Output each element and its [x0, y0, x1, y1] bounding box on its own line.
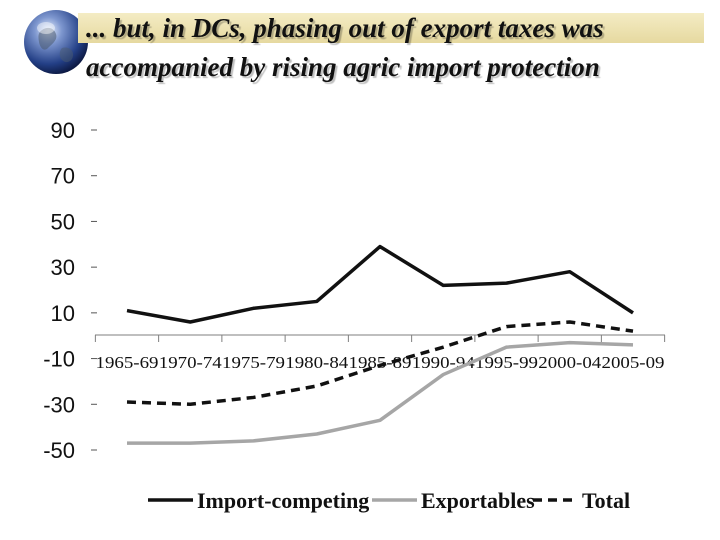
y-tick-label: 10	[51, 301, 75, 326]
legend-label-total: Total	[582, 488, 630, 513]
legend-label-import-competing: Import-competing	[197, 488, 369, 513]
title-highlight-band	[78, 13, 704, 43]
y-tick-label: 50	[51, 209, 75, 234]
series-line-import-competing	[126, 244, 634, 324]
y-tick-label: 30	[51, 255, 75, 280]
y-tick-label: -30	[43, 392, 75, 417]
legend-label-exportables: Exportables	[421, 488, 535, 513]
y-tick-label: 70	[51, 164, 75, 189]
x-tick-label: 1980-84	[285, 353, 349, 372]
slide-title-line-1: ... but, in DCs, phasing out of export t…	[86, 13, 604, 43]
series-layer	[126, 244, 634, 445]
x-axis: 1965-69 1970-74 1975-79 1980-84 1985-89 1990-…	[94, 335, 666, 372]
x-tick-label: 1965-69	[96, 353, 159, 372]
x-tick-label: 1990-94	[412, 353, 476, 372]
y-tick-label: -10	[43, 347, 75, 372]
slide-title-line-2: accompanied by rising agric import prote…	[86, 52, 600, 82]
x-tick-label: 1975-79	[222, 353, 285, 372]
x-tick-label: 2000-04	[538, 353, 602, 372]
x-tick-label: 1995-99	[475, 353, 538, 372]
y-tick-label: -50	[43, 438, 75, 463]
series-line-total	[126, 320, 634, 407]
x-tick-label: 1985-89	[349, 353, 412, 372]
y-axis: 90 70 50 30 10 -10 -30 -50	[43, 118, 97, 463]
series-line-exportables	[127, 340, 634, 445]
x-tick-label: 2005-09	[602, 353, 665, 372]
legend: Import-competing Exportables Total	[148, 488, 630, 513]
y-tick-label: 90	[51, 118, 75, 143]
x-tick-label: 1970-74	[159, 353, 223, 372]
globe-icon	[24, 10, 88, 74]
